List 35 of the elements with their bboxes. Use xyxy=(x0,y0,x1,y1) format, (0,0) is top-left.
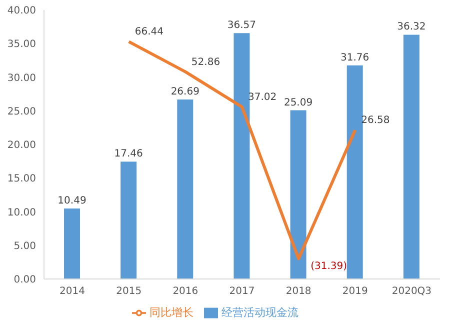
y-tick-label: 40.00 xyxy=(7,6,36,17)
x-tick-label: 2015 xyxy=(116,286,142,298)
bar xyxy=(120,162,137,279)
y-tick-label: 25.00 xyxy=(7,106,36,118)
bar xyxy=(290,110,306,279)
data-label: 17.46 xyxy=(114,148,143,160)
data-label: 31.76 xyxy=(340,52,370,64)
bar xyxy=(403,34,420,279)
y-tick-label: 10.00 xyxy=(7,207,36,218)
x-tick-label: 2020Q3 xyxy=(392,286,432,298)
x-tick-label: 2014 xyxy=(60,286,86,298)
y-tick-label: 20.00 xyxy=(7,140,36,152)
bar xyxy=(346,65,363,279)
data-label: (31.39) xyxy=(310,260,348,272)
data-label: 36.57 xyxy=(227,20,256,32)
y-tick-label: 15.00 xyxy=(7,174,36,185)
y-tick-label: 35.00 xyxy=(7,39,36,50)
data-label: 26.69 xyxy=(170,86,200,98)
data-label: 25.09 xyxy=(284,97,313,108)
legend-label: 经营活动现金流 xyxy=(222,306,298,319)
data-label: 36.32 xyxy=(397,22,426,33)
legend-label: 同比增长 xyxy=(150,306,194,319)
bar xyxy=(177,100,194,279)
x-tick-label: 2017 xyxy=(229,286,255,298)
bar xyxy=(234,33,250,279)
bar xyxy=(64,208,80,279)
data-label: 66.44 xyxy=(134,26,164,38)
data-label: 52.86 xyxy=(191,56,220,68)
x-tick-label: 2019 xyxy=(342,286,368,298)
y-tick-label: 30.00 xyxy=(7,72,36,84)
data-label: 10.49 xyxy=(58,195,86,206)
x-tick-label: 2016 xyxy=(172,286,198,298)
y-tick-label: 0.00 xyxy=(14,274,36,286)
x-tick-label: 2018 xyxy=(286,286,312,298)
y-tick-label: 5.00 xyxy=(14,240,36,252)
